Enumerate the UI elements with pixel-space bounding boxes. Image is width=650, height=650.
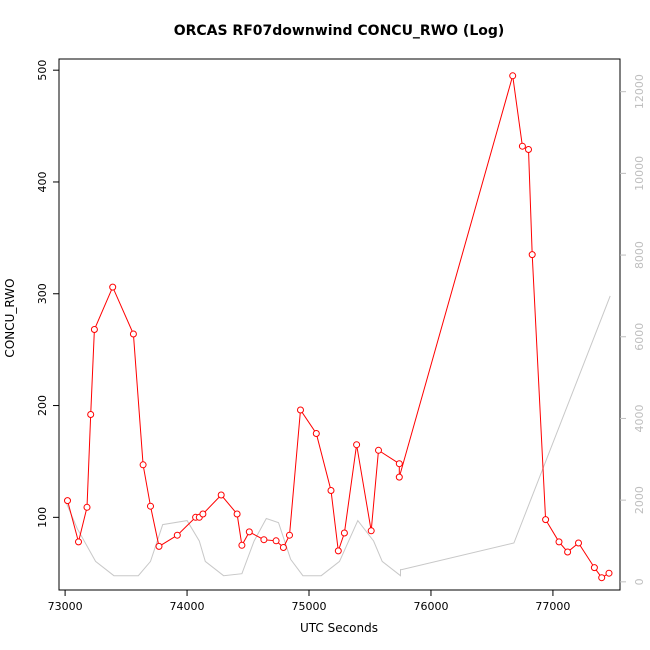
data-point xyxy=(367,527,375,535)
data-point xyxy=(83,503,91,511)
data-point xyxy=(528,251,536,259)
data-point xyxy=(542,516,550,524)
data-point xyxy=(590,564,598,572)
data-point xyxy=(279,544,287,551)
data-point xyxy=(312,430,320,437)
data-point xyxy=(525,146,532,153)
data-point xyxy=(238,541,246,549)
data-point xyxy=(575,539,582,547)
data-point xyxy=(90,326,98,333)
data-point xyxy=(139,461,147,469)
data-point xyxy=(217,491,225,499)
x-tick-label: 76000 xyxy=(413,600,448,613)
data-point xyxy=(260,536,268,544)
x-tick-label: 77000 xyxy=(535,600,570,613)
data-point xyxy=(155,542,163,550)
data-point xyxy=(199,510,207,518)
data-point xyxy=(518,142,526,150)
data-point xyxy=(286,531,293,539)
y2-tick-label: 4000 xyxy=(633,404,646,432)
plot-area xyxy=(64,72,613,582)
data-point xyxy=(353,441,361,449)
y-tick-label: 500 xyxy=(36,60,49,81)
data-point xyxy=(555,538,563,546)
data-point xyxy=(245,528,253,536)
x-tick-label: 73000 xyxy=(48,600,83,613)
data-point xyxy=(334,547,342,555)
y-tick-label: 200 xyxy=(36,395,49,416)
x-axis-label: UTC Seconds xyxy=(300,621,378,635)
data-point xyxy=(509,72,517,80)
axes: 73000 74000 75000 76000 77000 100 200 300 400 500… xyxy=(36,60,646,613)
data-point xyxy=(340,529,348,537)
y2-tick-label: 6000 xyxy=(633,323,646,351)
plot-frame xyxy=(58,58,621,591)
data-point xyxy=(564,548,572,556)
y2-tick-label: 10000 xyxy=(633,156,646,191)
y-axis-label: CONCU_RWO xyxy=(3,278,17,357)
chart-title: ORCAS RF07downwind CONCU_RWO (Log) xyxy=(174,23,505,39)
x-tick-label: 74000 xyxy=(170,600,205,613)
data-point xyxy=(87,411,95,418)
data-point xyxy=(272,537,280,545)
data-point xyxy=(147,502,154,510)
data-point xyxy=(395,473,403,481)
data-point xyxy=(598,574,606,582)
y2-tick-label: 12000 xyxy=(633,74,646,109)
data-point xyxy=(605,569,613,577)
data-point xyxy=(297,406,304,414)
data-point xyxy=(75,538,82,546)
data-point xyxy=(327,487,335,494)
data-point xyxy=(129,330,137,338)
data-point xyxy=(395,460,403,468)
y-tick-label: 100 xyxy=(36,507,49,528)
y2-tick-label: 2000 xyxy=(633,486,646,514)
secondary-series-line xyxy=(64,295,611,577)
data-point xyxy=(173,531,181,539)
x-tick-label: 75000 xyxy=(292,600,327,613)
data-point xyxy=(109,283,117,291)
y2-tick-label: 0 xyxy=(633,578,646,585)
data-point xyxy=(64,497,71,505)
y-tick-label: 400 xyxy=(36,171,49,192)
y2-tick-label: 8000 xyxy=(633,241,646,269)
data-point xyxy=(375,446,382,454)
y-tick-label: 300 xyxy=(36,283,49,304)
data-point xyxy=(233,510,241,518)
